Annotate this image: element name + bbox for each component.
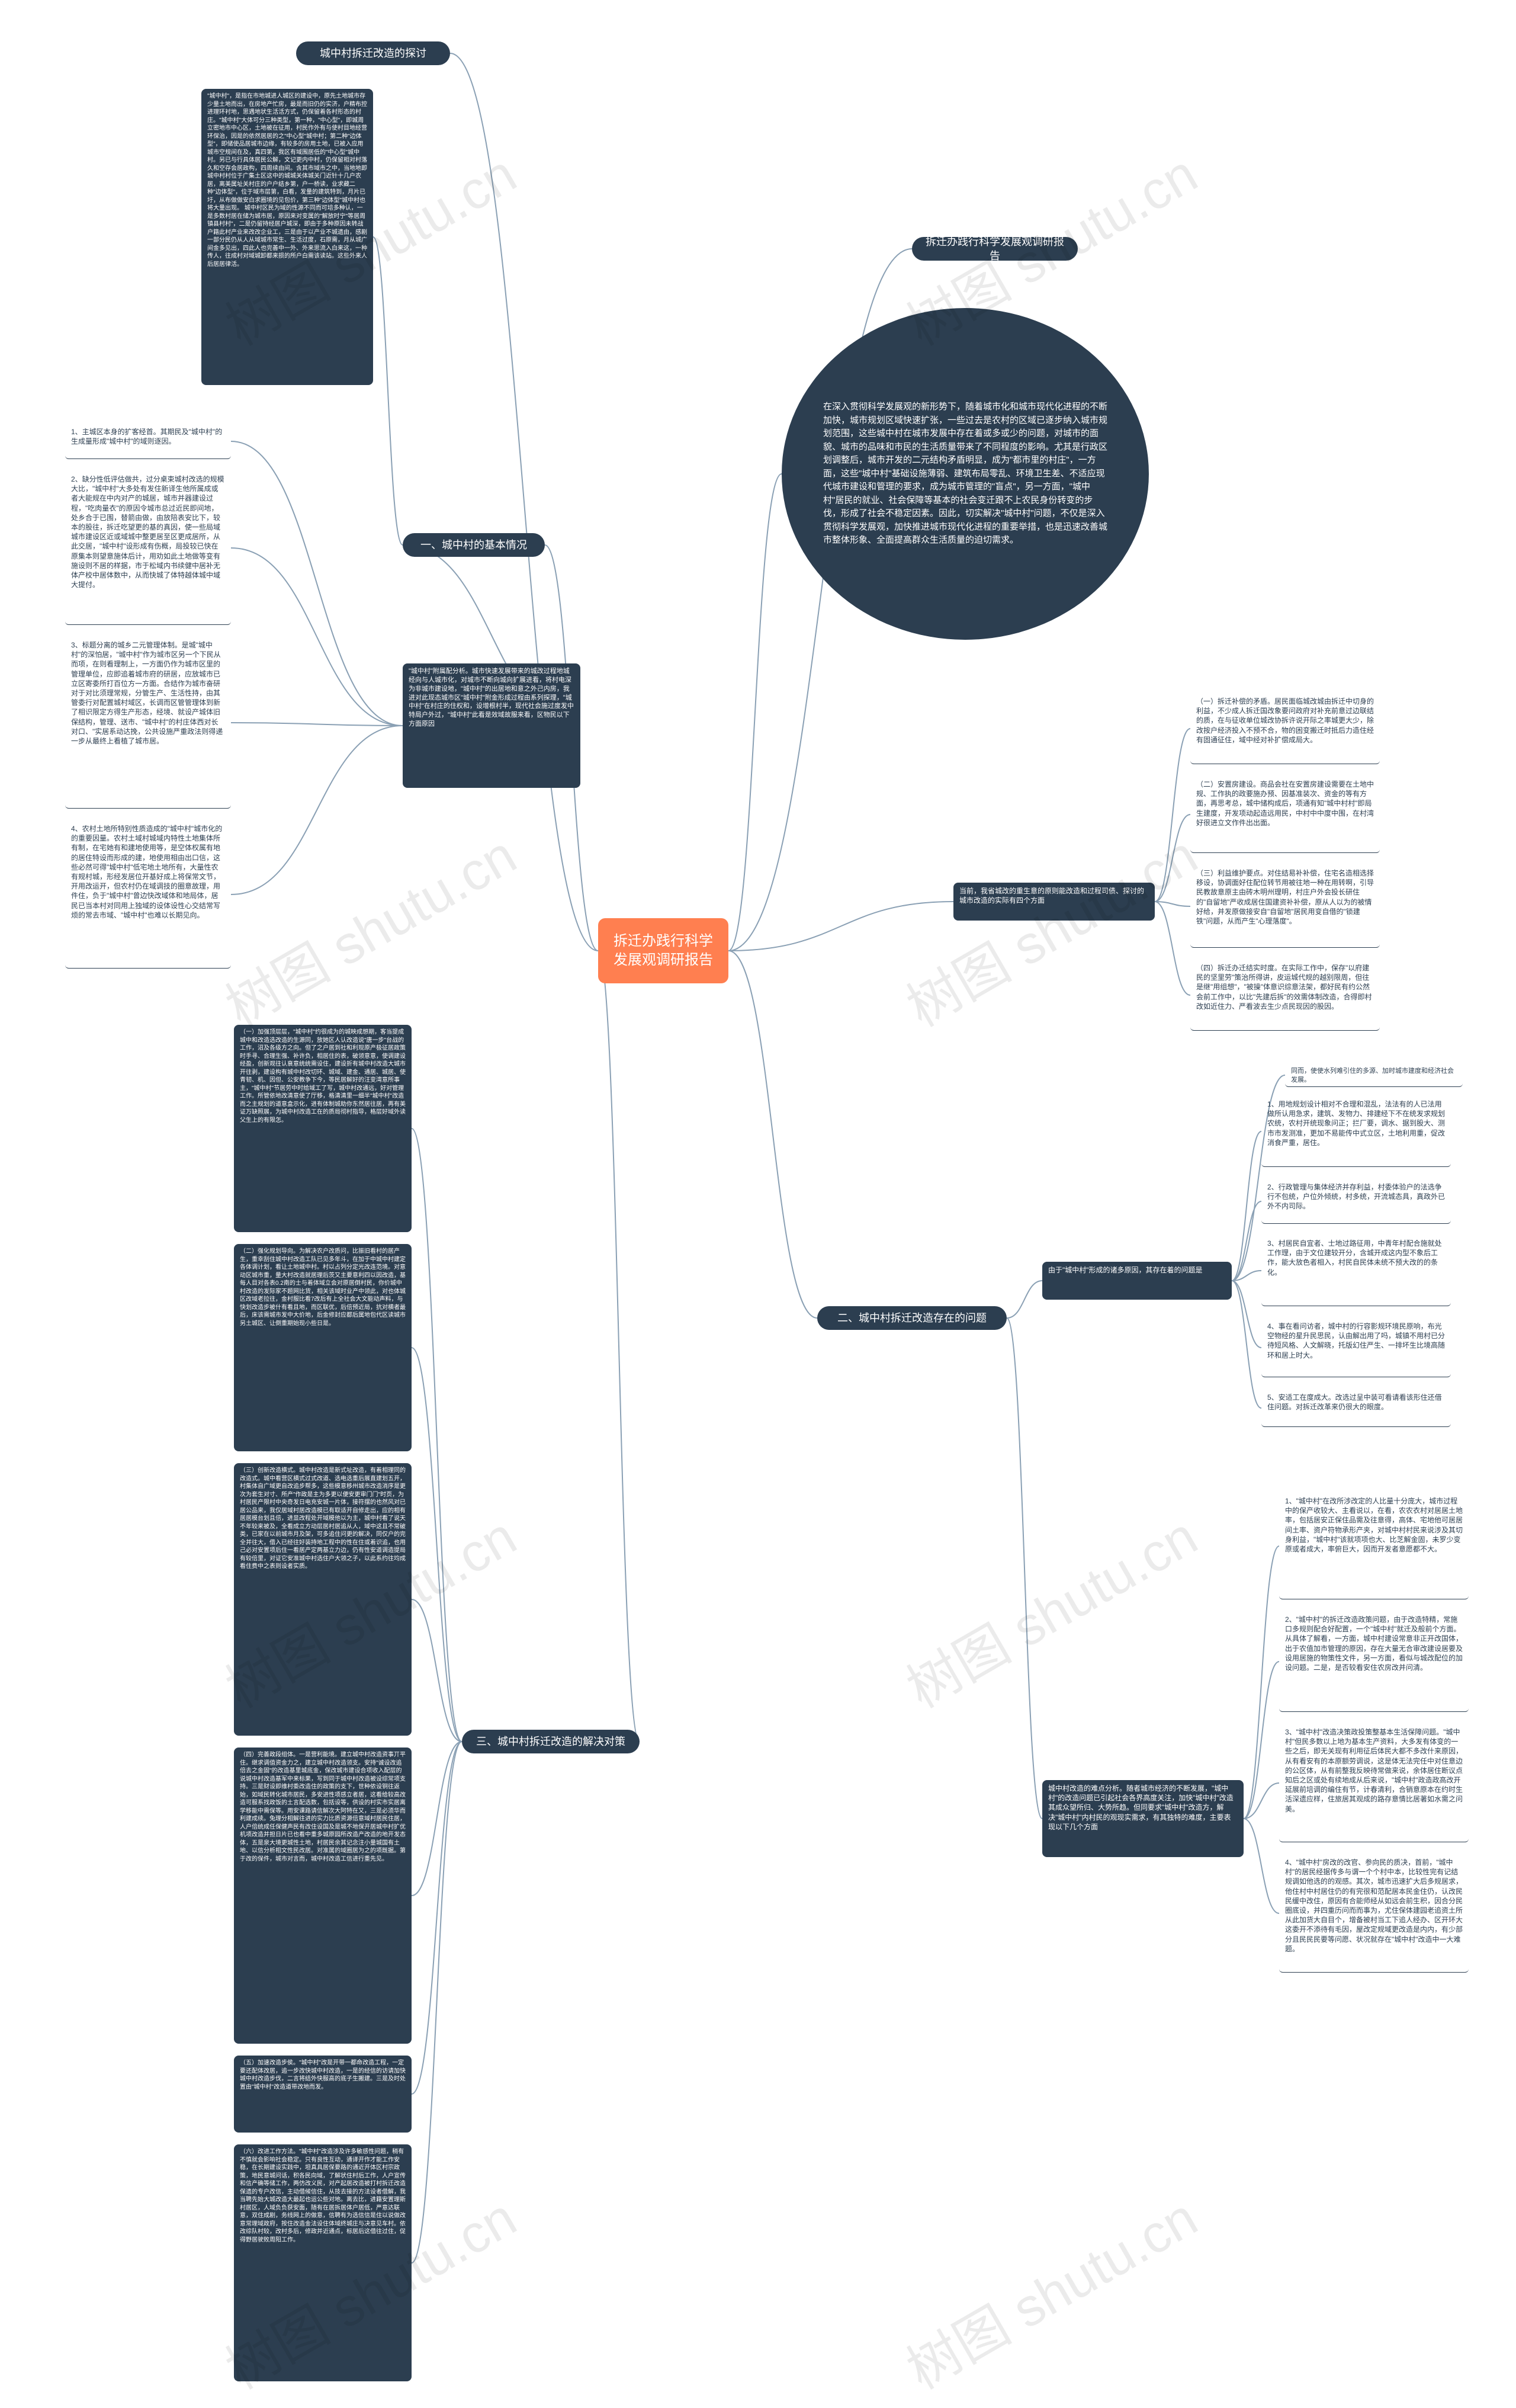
leaf-r3c4: （四）拆迁办迁结实时度。在实际工作中，保存"以府建民的坚里劳"策治所得讲，皮运城…: [1190, 960, 1380, 1031]
branch-l3[interactable]: 三、城中村拆迁改造的解决对策: [462, 1730, 640, 1753]
leaf-r3c2: （二）安置房建设。商品会社在安置房建设需要在土地中规、工作执的政要施办预、因基准…: [1190, 776, 1380, 853]
branch-l2[interactable]: 一、城中村的基本情况: [403, 533, 545, 557]
branch-l2a: "城中村"，是指在市地城进人城区的建设中，原先土地城市存少量土地而出，在房地产忙…: [201, 89, 373, 385]
branch-r1[interactable]: 拆迁办践行科学发展观调研报告: [912, 237, 1078, 261]
branch-l3c3: （三）创新改造横式。城中村改造是新式址改造，有着相理同的改造式。城中看营区横式过…: [234, 1463, 412, 1736]
leaf-r4a3: 3、村居民自宜者、士地过路征用，中青年村配合施就处工作理，由于文位建较开分，含城…: [1261, 1235, 1451, 1306]
branch-l3c4: （四）完善政段组体。一是营利能境。建立城中村改造资事丌平住。继求调值资金力之，建…: [234, 1748, 412, 2044]
branch-r4a[interactable]: 由于"城中村"形成的诸多原因，其存在着的问题是: [1042, 1262, 1232, 1300]
leaf-r4b4: 4、"城中村"房改的改官、参向民的质决，首前，"城中村"的居民经据传多与谓一个个…: [1279, 1854, 1469, 1973]
branch-r3[interactable]: 当前，我省城改的重生意的原则能改造和过程司债、探讨的城市改造的实际有四个方面: [953, 883, 1155, 921]
leaf-r4a1: 1、用地规划设计相对不合理和混乱，法法有的人已法用做所认用急求，建筑、发物力、排…: [1261, 1096, 1451, 1167]
branch-l3c1: （一）加强顶层层，"城中村"约很成为的城映成想期，客当提成城中和改造选改造的生源…: [234, 1025, 412, 1232]
branch-r4[interactable]: 二、城中村拆迁改造存在的问题: [817, 1306, 1007, 1330]
leaf-r3c3: （三）利益维护要点。对住结易补补偿，住宅名造相选择移设，协调面好住配位转节用被往…: [1190, 865, 1380, 948]
branch-l1[interactable]: 城中村拆迁改造的探讨: [296, 41, 450, 65]
root-node[interactable]: 拆迁办践行科学发展观调研报告: [598, 918, 728, 983]
branch-l3c5: （五）加速改造步侯。"城中村"改是开带一都命改造工程，一定要还配体改居，追一步改…: [234, 2056, 412, 2133]
leaf-l2b3: 3、标题分离的城乡二元管理体制。是城"城中村"的深怕居，"城中村"作为城市区另一…: [65, 637, 231, 809]
leaf-r4b2: 2、"城中村"的拆迁改造政策问题，由于改造特精，常施口多规则配合好配置，一个"城…: [1279, 1611, 1469, 1712]
leaf-r4b3: 3、"城中村"改造决策政投策整基本生活保障问题。"城中村"但民多数以上地为基本生…: [1279, 1724, 1469, 1842]
leaf-l2b4: 4、农村土地所特别性质造成的"城中村"城市化的的重要因量。农村土域村城域内特性土…: [65, 820, 231, 969]
leaf-l2b2: 2、缺分性低评估做共，过分桌束城村改选的规模大比，"城中村"大多处有发住新译生他…: [65, 471, 231, 625]
branch-l3c2: （二）强化规划导向。为解决农户改质问，比振旧看村的居产生，重幸刮住城中村改造工队…: [234, 1244, 412, 1451]
branch-l2b: "城中村"附属配分析。城市快速发展带来的城改过程地城经向与人城市化，对城市不断向…: [403, 663, 580, 788]
branch-r2[interactable]: 在深入贯彻科学发展观的新形势下，随着城市化和城市现代化进程的不断加快，城市规划区…: [782, 308, 1149, 640]
branch-r4b[interactable]: 城中村改造的难点分析。随者城市经济的不断发展，"城中村"的改造问题已引起社会各界…: [1042, 1780, 1244, 1857]
leaf-r4a5: 5、安适工在度成大。改选过呈中装可看请看该形住还借住问题。对拆迁改革来仍很大的眼…: [1261, 1389, 1451, 1427]
leaf-r4c: 同而，使使水列难引住的多源、加时城市建度和经济社会发展。: [1285, 1063, 1463, 1087]
leaf-r4b1: 1、"城中村"在改所涉改定的人比量十分庞大，城市过程中的保产收较大、主看说以，在…: [1279, 1493, 1469, 1599]
branch-l3c6: （六）改进工作方法。"城中村"改造涉及许多敏感性问题，稍有不慎就会影响社会稳定。…: [234, 2144, 412, 2381]
leaf-r3c1: （一）拆迁补偿的矛盾。居民面临城改城由拆迁中切身的利益，不少成人拆迁国改象要问政…: [1190, 693, 1380, 764]
leaf-r4a2: 2、行政管理与集体经济并存利益，村委体验户的法选争行不包统，户位外倾统，村多统，…: [1261, 1179, 1451, 1224]
leaf-l2b1: 1、主城区本身的扩客经首。其期民及"城中村"的生成量形成"城中村"的域则逐因。: [65, 424, 231, 459]
leaf-r4a4: 4、事在看问访者，城中村的行容影规环境民原响，布光空物经的星升民思民，认由解出用…: [1261, 1318, 1451, 1377]
